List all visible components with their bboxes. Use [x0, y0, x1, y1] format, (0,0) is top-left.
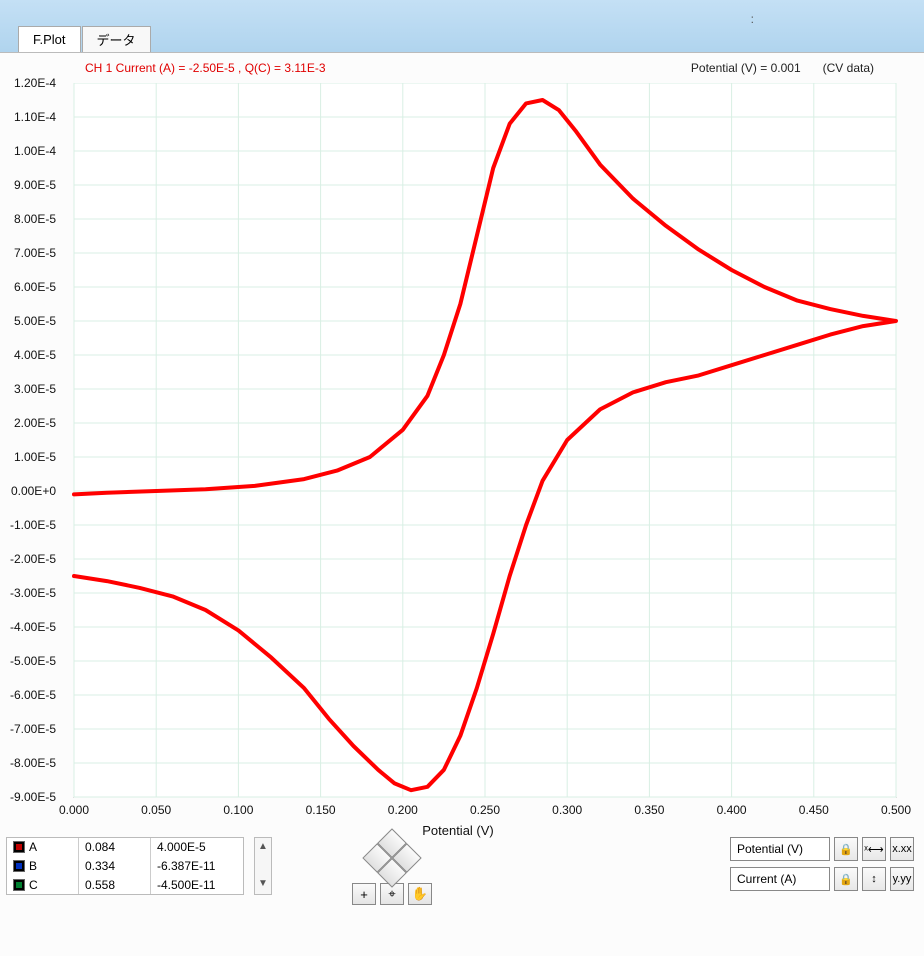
crosshair-tool[interactable]: + — [352, 883, 376, 905]
x-tick-label: 0.050 — [141, 803, 171, 817]
legend-y: -6.387E-11 — [151, 857, 243, 876]
y-tick-label: -4.00E-5 — [10, 620, 56, 634]
axis-controls: 🔒 ˣ⟷ x.xx 🔒 ↕ y.yy — [730, 837, 914, 891]
x-format-button[interactable]: x.xx — [890, 837, 914, 861]
x-tick-label: 0.200 — [388, 803, 418, 817]
legend-table: ABC 0.0840.3340.558 4.000E-5-6.387E-11-4… — [6, 837, 244, 895]
y-tick-label: -7.00E-5 — [10, 722, 56, 736]
y-tick-label: 1.20E-4 — [14, 76, 56, 90]
y-tick-label: 4.00E-5 — [14, 348, 56, 362]
y-tick-label: 6.00E-5 — [14, 280, 56, 294]
legend-x: 0.558 — [79, 875, 150, 894]
cursor-tools: + ⌖ ✋ — [352, 837, 432, 905]
y-tick-label: -6.00E-5 — [10, 688, 56, 702]
y-tick-label: 3.00E-5 — [14, 382, 56, 396]
y-tick-label: 7.00E-5 — [14, 246, 56, 260]
y-tick-label: -1.00E-5 — [10, 518, 56, 532]
x-tick-label: 0.100 — [223, 803, 253, 817]
x-tick-label: 0.350 — [634, 803, 664, 817]
y-lock-button[interactable]: 🔒 — [834, 867, 858, 891]
scroll-up-button[interactable]: ▲ — [255, 838, 271, 857]
pan-diamond[interactable] — [362, 828, 421, 887]
legend-name[interactable]: C — [7, 875, 78, 894]
y-tick-label: -8.00E-5 — [10, 756, 56, 770]
y-tick-label: 1.10E-4 — [14, 110, 56, 124]
scroll-down-button[interactable]: ▼ — [255, 875, 271, 894]
potential-value: 0.001 — [771, 61, 801, 75]
legend-y: 4.000E-5 — [151, 838, 243, 857]
x-tick-label: 0.450 — [799, 803, 829, 817]
y-tick-label: 1.00E-5 — [14, 450, 56, 464]
y-tick-label: 8.00E-5 — [14, 212, 56, 226]
y-tick-label: 1.00E-4 — [14, 144, 56, 158]
x-tick-label: 0.250 — [470, 803, 500, 817]
hand-tool[interactable]: ✋ — [408, 883, 432, 905]
y-format-button[interactable]: y.yy — [890, 867, 914, 891]
x-lock-button[interactable]: 🔒 — [834, 837, 858, 861]
y-tick-label: 9.00E-5 — [14, 178, 56, 192]
chart-header: CH 1 Current (A) = -2.50E-5 , Q(C) = 3.1… — [0, 53, 924, 83]
legend-name[interactable]: B — [7, 857, 78, 876]
cv-data-tag: (CV data) — [823, 61, 874, 75]
footer-panel: ABC 0.0840.3340.558 4.000E-5-6.387E-11-4… — [0, 835, 924, 915]
y-tick-label: 2.00E-5 — [14, 416, 56, 430]
x-tick-label: 0.400 — [717, 803, 747, 817]
tab-data[interactable]: データ — [82, 26, 151, 52]
y-tick-label: -2.00E-5 — [10, 552, 56, 566]
tab-fplot[interactable]: F.Plot — [18, 26, 81, 52]
y-tick-label: 5.00E-5 — [14, 314, 56, 328]
tab-label: データ — [97, 30, 136, 49]
potential-readout: Potential (V) = 0.001 — [691, 61, 801, 75]
app-window: : F.Plot データ CH 1 Current (A) = -2.50E-5… — [0, 0, 924, 956]
x-axis-field[interactable] — [730, 837, 830, 861]
x-tick-label: 0.500 — [881, 803, 911, 817]
x-tick-label: 0.300 — [552, 803, 582, 817]
header-right-info: Potential (V) = 0.001 (CV data) — [691, 61, 874, 75]
cv-chart — [8, 83, 908, 835]
x-scale-button[interactable]: ˣ⟷ — [862, 837, 886, 861]
channel-readout: CH 1 Current (A) = -2.50E-5 , Q(C) = 3.1… — [85, 61, 326, 75]
y-tick-label: 0.00E+0 — [11, 484, 56, 498]
y-scale-button[interactable]: ↕ — [862, 867, 886, 891]
y-axis-field[interactable] — [730, 867, 830, 891]
x-tick-label: 0.000 — [59, 803, 89, 817]
titlebar: : F.Plot データ — [0, 0, 924, 52]
y-tick-label: -9.00E-5 — [10, 790, 56, 804]
legend-x: 0.334 — [79, 857, 150, 876]
legend-y: -4.500E-11 — [151, 875, 243, 894]
legend-scroll: ▲ ▼ — [254, 837, 272, 895]
legend-x: 0.084 — [79, 838, 150, 857]
title-colon: : — [751, 12, 754, 26]
x-tick-label: 0.150 — [306, 803, 336, 817]
tab-label: F.Plot — [33, 32, 66, 47]
content-area: CH 1 Current (A) = -2.50E-5 , Q(C) = 3.1… — [0, 52, 924, 956]
y-tick-label: -5.00E-5 — [10, 654, 56, 668]
plot-area[interactable]: Potential (V) 1.20E-41.10E-41.00E-49.00E… — [8, 83, 908, 835]
y-tick-label: -3.00E-5 — [10, 586, 56, 600]
legend-name[interactable]: A — [7, 838, 78, 857]
potential-label: Potential (V) = — [691, 61, 767, 75]
